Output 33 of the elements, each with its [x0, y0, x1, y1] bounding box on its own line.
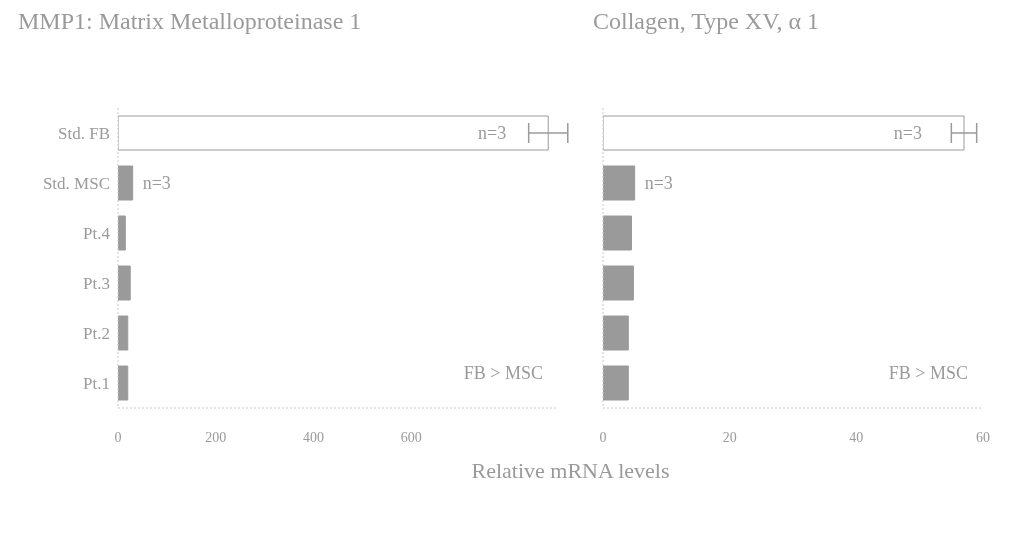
bar [603, 365, 629, 401]
annotation: n=3 [893, 123, 922, 144]
x-tick-label: 20 [722, 429, 737, 445]
x-tick-label: 0 [599, 429, 607, 445]
bar [118, 315, 129, 351]
annotation: n=3 [644, 173, 673, 194]
y-tick-label: Pt.2 [83, 324, 110, 344]
annotation: n=3 [142, 173, 171, 194]
bar [118, 165, 134, 201]
y-tick-label: Std. MSC [42, 174, 110, 194]
bar [603, 265, 634, 301]
x-tick-label: 60 [976, 429, 990, 445]
annotation: FB > MSC [463, 363, 543, 384]
annotation: n=3 [478, 123, 507, 144]
x-tick-label: 600 [400, 429, 422, 445]
y-tick-label: Pt.1 [83, 374, 110, 394]
annotation: FB > MSC [888, 363, 968, 384]
y-tick-label: Pt.4 [83, 224, 111, 244]
y-tick-label: Std. FB [58, 124, 110, 144]
y-tick-label: Pt.3 [83, 274, 110, 294]
chart-title: Collagen, Type XV, α 1 [592, 8, 820, 36]
bar [603, 165, 636, 201]
bar [118, 215, 126, 251]
x-axis-title: Relative mRNA levels [470, 458, 671, 484]
x-tick-label: 400 [303, 429, 325, 445]
x-tick-label: 40 [849, 429, 864, 445]
bar [118, 265, 131, 301]
bar [603, 215, 632, 251]
x-tick-label: 0 [114, 429, 122, 445]
x-tick-label: 200 [205, 429, 227, 445]
chart-title: MMP1: Matrix Metalloproteinase 1 [17, 8, 363, 36]
bar [118, 365, 129, 401]
bar [603, 315, 629, 351]
